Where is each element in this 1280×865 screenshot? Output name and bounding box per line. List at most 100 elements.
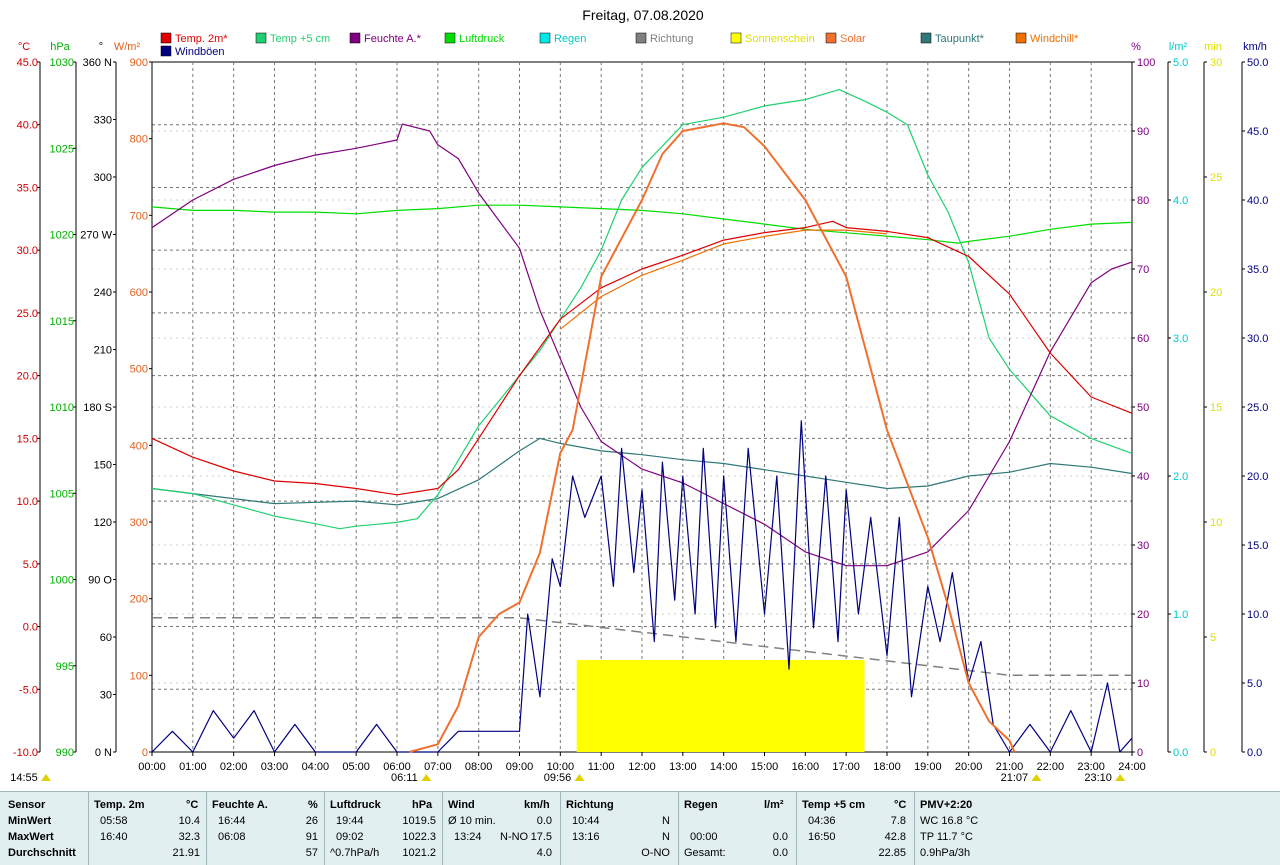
legend-swatch	[920, 32, 932, 44]
grid	[151, 61, 1133, 753]
pressure-unit-header: hPa	[50, 41, 70, 53]
x-tick-label: 23:00	[1077, 761, 1105, 773]
humidity-axis-tick-label: 100	[1137, 57, 1155, 69]
divider	[796, 792, 797, 865]
legend: Temp. 2m* Temp +5 cm Feuchte A.* Luftdruck R…	[160, 32, 1079, 58]
divider	[206, 792, 207, 865]
pmv-header: PMV+2:20	[920, 799, 973, 811]
pressure-avg: 1021.2	[402, 847, 436, 859]
temp5cm-min-time: 04:36	[808, 815, 836, 827]
rain-header: Regen	[684, 799, 718, 811]
x-tick-label: 14:00	[710, 761, 738, 773]
wind-avg: 4.0	[536, 847, 552, 859]
divider	[678, 792, 679, 865]
humidity-axis-tick-label: 10	[1137, 678, 1149, 690]
solar-axis-tick-label: 700	[130, 210, 148, 222]
axis-unit-headers: °C hPa ° W/m²% l/m² min km/h	[18, 41, 1267, 53]
weather-chart: Freitag, 07.08.2020 Temp. 2m* Temp +5 cm F…	[10, 7, 1268, 784]
wind-axis-tick-label: 15.0	[1247, 540, 1268, 552]
temp-axis-tick-label: 30.0	[17, 245, 38, 257]
wind-min-label: Ø 10 min.	[448, 815, 496, 827]
time-marker-label: 06:11	[391, 772, 418, 784]
solar-axis-tick-label: 200	[130, 594, 148, 606]
pressure-axis-tick-label: 1015	[50, 316, 74, 328]
temp2m-max-time: 16:40	[100, 831, 128, 843]
x-tick-label: 22:00	[1037, 761, 1065, 773]
x-tick-label: 03:00	[261, 761, 289, 773]
sunshine-axis-tick-label: 0	[1210, 747, 1216, 759]
solar-axis-tick-label: 300	[130, 517, 148, 529]
temp-axis-tick-label: 40.0	[17, 120, 38, 132]
pressure-trend: ^0.7hPa/h	[330, 847, 380, 859]
chart-title: Freitag, 07.08.2020	[582, 7, 704, 23]
sun-marker-icon	[1031, 774, 1042, 781]
temp5cm-max-time: 16:50	[808, 831, 836, 843]
pressure-axis-tick-label: 1005	[50, 488, 74, 500]
temp5cm-min-value: 7.8	[890, 815, 906, 827]
pressure-unit: hPa	[412, 799, 433, 811]
divider	[914, 792, 915, 865]
wind-axis-tick-label: 20.0	[1247, 471, 1268, 483]
x-tick-label: 10:00	[547, 761, 575, 773]
direction-axis-tick-label: 90 O	[88, 575, 112, 587]
sunshine-bar	[576, 660, 865, 752]
sun-marker-icon	[421, 774, 432, 781]
temp-axis-tick-label: 5.0	[23, 559, 38, 571]
x-tick-label: 19:00	[914, 761, 942, 773]
humidity-header: Feuchte A.	[212, 799, 268, 811]
direction-axis-tick-label: 270 W	[80, 230, 112, 242]
direction-axis-tick-label: 300	[94, 172, 112, 184]
series-richtung	[152, 617, 1132, 677]
wind-unit-header: km/h	[1243, 41, 1267, 53]
direction-avg: O-NO	[641, 847, 670, 859]
series-feuchte-a	[151, 123, 1133, 567]
humidity-axis-tick-label: 60	[1137, 333, 1149, 345]
legend-label: Temp. 2m*	[175, 33, 228, 45]
row-label-max: MaxWert	[8, 831, 54, 843]
direction-axis-tick-label: 120	[94, 517, 112, 529]
series-temp-2m	[151, 220, 1133, 496]
humidity-axis-tick-label: 50	[1137, 402, 1149, 414]
rain-axis-tick-label: 5.0	[1173, 57, 1188, 69]
x-tick-label: 16:00	[792, 761, 820, 773]
temp2m-min-value: 10.4	[178, 815, 200, 827]
direction-min-value: N	[662, 815, 670, 827]
pressure-axis-tick-label: 1030	[50, 57, 74, 69]
sunshine-axis-tick-label: 20	[1210, 287, 1222, 299]
row-label-min: MinWert	[8, 815, 52, 827]
time-marker-label: 23:10	[1084, 772, 1112, 784]
x-tick-label: 07:00	[424, 761, 452, 773]
pressure-axis-tick-label: 1020	[50, 230, 74, 242]
wind-axis-tick-label: 50.0	[1247, 57, 1268, 69]
legend-swatch	[160, 45, 172, 57]
wind-axis-tick-label: 10.0	[1247, 609, 1268, 621]
x-tick-label: 04:00	[302, 761, 330, 773]
legend-label: Taupunkt*	[935, 33, 985, 45]
legend-label: Richtung	[650, 33, 693, 45]
solar-axis-tick-label: 800	[130, 134, 148, 146]
x-axis: 00:00 01:00 02:00 03:00 04:00 05:00 06:00 07:00…	[138, 752, 1146, 773]
series-temp-5-cm	[151, 89, 1133, 530]
wind-max-time: 13:24	[454, 831, 482, 843]
temp2m-min-time: 05:58	[100, 815, 128, 827]
legend-label: Regen	[554, 33, 586, 45]
x-tick-label: 13:00	[669, 761, 697, 773]
time-marker-label: 21:07	[1001, 772, 1029, 784]
humidity-min-value: 26	[305, 815, 318, 827]
humidity-axis-tick-label: 20	[1137, 609, 1149, 621]
temp2m-max-value: 32.3	[178, 831, 200, 843]
direction-axis-tick-label: 0 N	[95, 747, 112, 759]
pressure-max-time: 09:02	[336, 831, 364, 843]
divider	[560, 792, 561, 865]
direction-min-time: 10:44	[572, 815, 600, 827]
x-tick-label: 08:00	[465, 761, 493, 773]
legend-label: Luftdruck	[459, 33, 505, 45]
sunshine-axis-tick-label: 15	[1210, 402, 1222, 414]
wind-max-direction: N-NO	[500, 831, 529, 843]
pressure-axis-tick-label: 1000	[50, 575, 74, 587]
rain-max-time: 00:00	[690, 831, 718, 843]
wind-axis-tick-label: 25.0	[1247, 402, 1268, 414]
x-tick-label: 02:00	[220, 761, 248, 773]
solar-axis-tick-label: 100	[130, 670, 148, 682]
temp-axis-tick-label: 20.0	[17, 371, 38, 383]
